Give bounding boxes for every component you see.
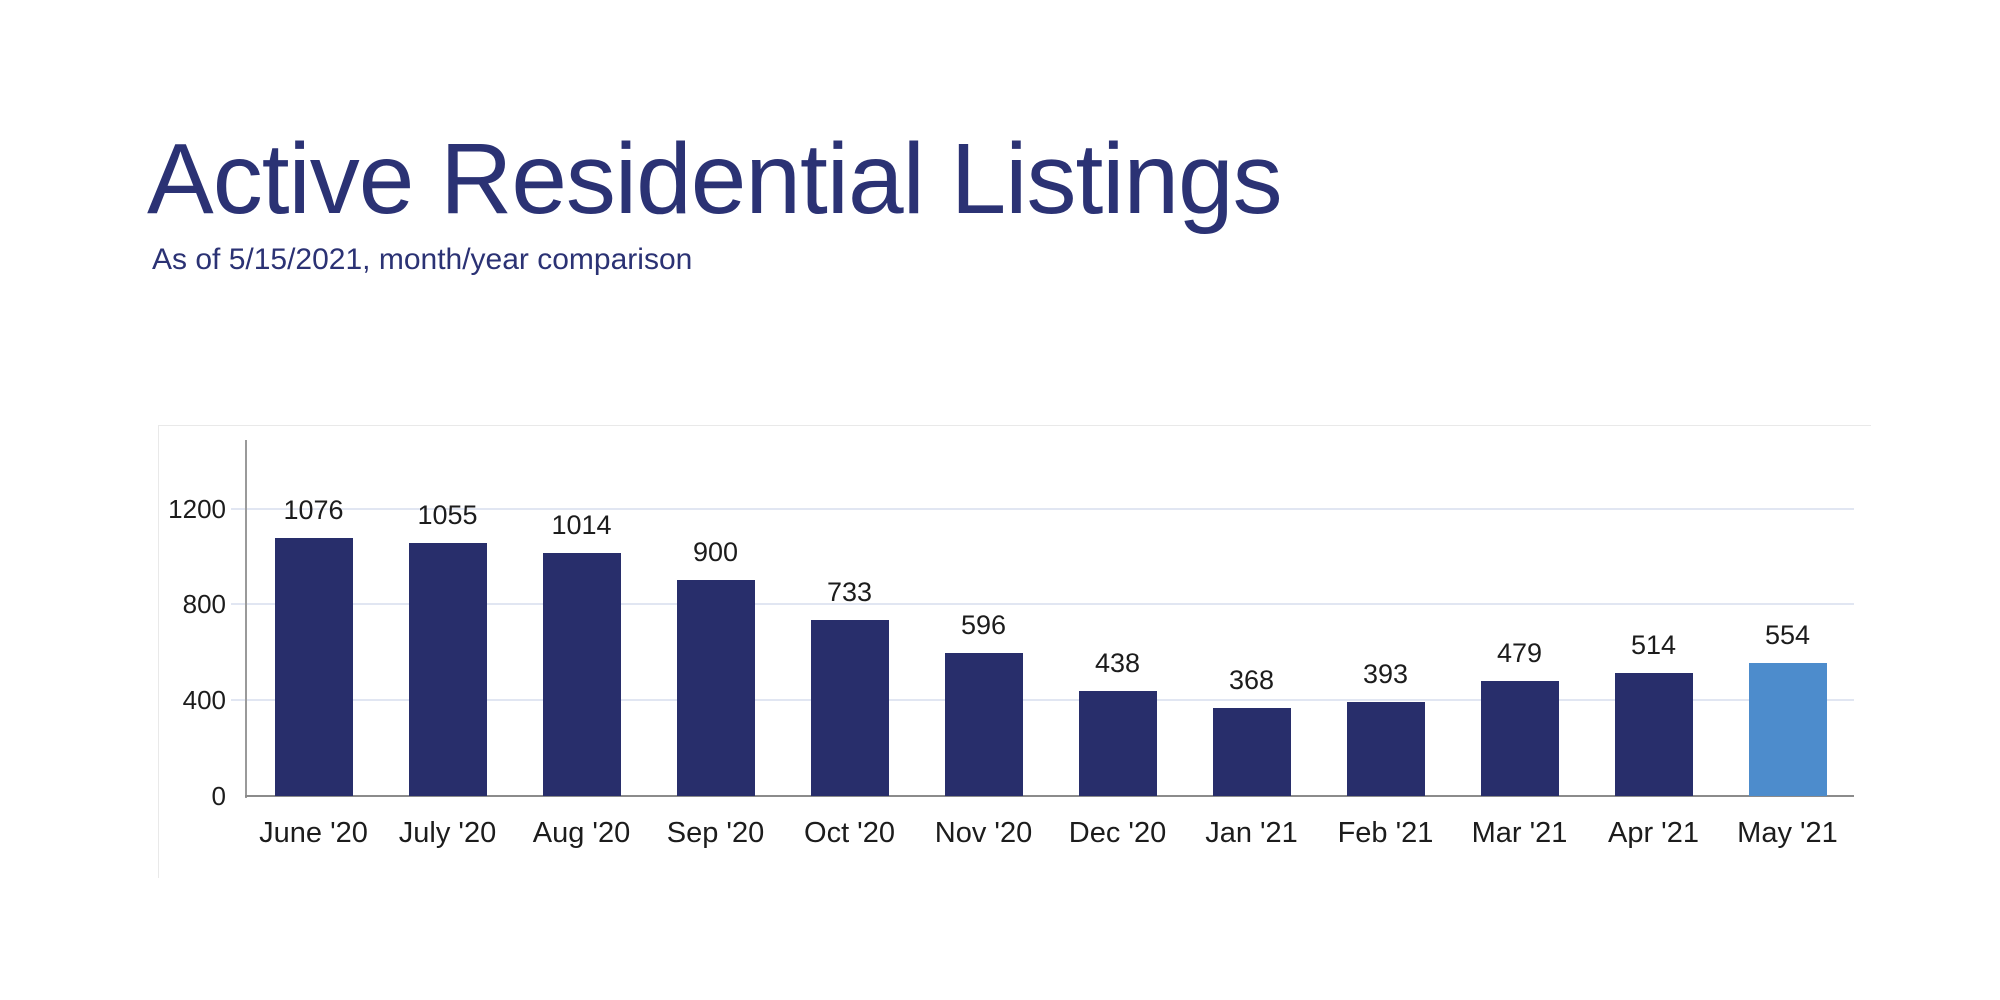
y-axis-tick-label: 800 xyxy=(182,589,226,620)
x-axis-category-label: Nov '20 xyxy=(934,817,1033,849)
bar-value-label: 596 xyxy=(960,610,1007,640)
bar-apr-21 xyxy=(1614,673,1693,796)
bar-value-label: 479 xyxy=(1496,638,1543,668)
bar-mar-21 xyxy=(1480,681,1559,796)
bar-jan-21 xyxy=(1212,708,1291,796)
x-axis-category-label: Jan '21 xyxy=(1205,817,1298,849)
bar-value-label: 1055 xyxy=(417,500,478,530)
x-axis-category-label: Dec '20 xyxy=(1068,817,1167,849)
bar-value-label: 438 xyxy=(1094,648,1141,678)
bar-value-label: 554 xyxy=(1764,620,1811,650)
x-axis-category-label: Aug '20 xyxy=(532,817,631,849)
bar-value-label: 514 xyxy=(1630,630,1677,660)
x-axis-category-label: May '21 xyxy=(1737,817,1838,849)
x-axis-category-label: Oct '20 xyxy=(804,817,895,849)
bar-nov-20 xyxy=(944,653,1023,796)
y-axis-tick-label: 1200 xyxy=(168,493,226,524)
bar-value-label: 900 xyxy=(692,537,739,567)
x-axis-category-label: Apr '21 xyxy=(1608,817,1699,849)
bar-aug-20 xyxy=(542,553,621,796)
gridline xyxy=(231,699,1854,702)
bar-value-label: 733 xyxy=(826,577,873,607)
y-axis-line xyxy=(245,440,247,798)
x-axis-category-label: July '20 xyxy=(398,817,497,849)
bar-feb-21 xyxy=(1346,702,1425,796)
x-axis-line xyxy=(245,795,1854,797)
y-axis-tick-label: 400 xyxy=(182,685,226,716)
bar-dec-20 xyxy=(1078,691,1157,796)
bar-june-20 xyxy=(274,538,353,796)
bar-may-21 xyxy=(1748,663,1827,796)
bar-oct-20 xyxy=(810,620,889,796)
gridline xyxy=(231,507,1854,510)
x-axis-category-label: Sep '20 xyxy=(666,817,765,849)
bar-value-label: 1076 xyxy=(283,495,344,525)
page-subtitle: As of 5/15/2021, month/year comparison xyxy=(152,243,693,276)
gridline xyxy=(231,603,1854,606)
bar-value-label: 368 xyxy=(1228,665,1275,695)
x-axis-category-label: Mar '21 xyxy=(1471,817,1568,849)
page-title: Active Residential Listings xyxy=(147,123,1283,235)
x-axis-category-label: June '20 xyxy=(259,817,368,849)
chart-panel xyxy=(158,425,1871,878)
x-axis-category-label: Feb '21 xyxy=(1337,817,1434,849)
bar-value-label: 393 xyxy=(1362,659,1409,689)
bar-value-label: 1014 xyxy=(551,510,612,540)
y-axis-tick-label: 0 xyxy=(211,781,226,811)
bar-sep-20 xyxy=(676,580,755,796)
bar-july-20 xyxy=(408,543,487,796)
